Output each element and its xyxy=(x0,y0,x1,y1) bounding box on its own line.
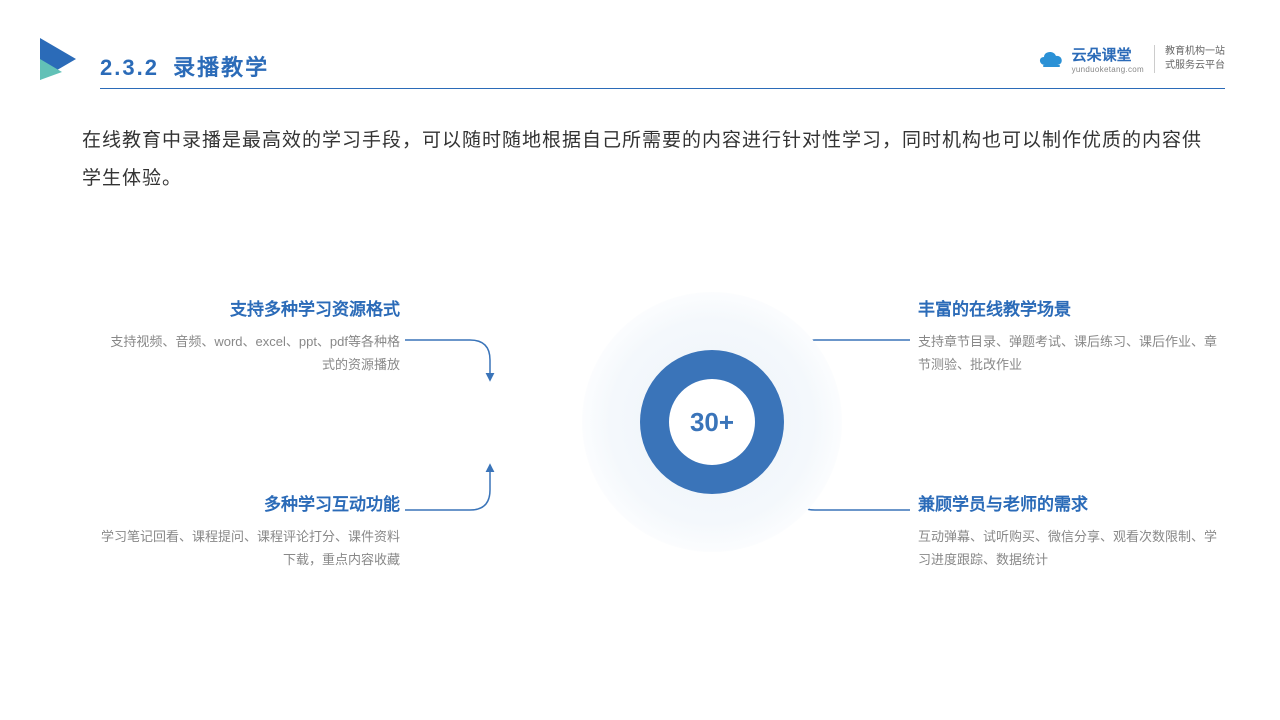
slide-header: 2.3.2 录播教学 云朵课堂 yunduoketang.com 教育机构一站 … xyxy=(0,30,1280,95)
feature-body: 支持章节目录、弹题考试、课后练习、课后作业、章节测验、批改作业 xyxy=(918,330,1218,377)
feature-bottom-left: 多种学习互动功能 学习笔记回看、课程提问、课程评论打分、课件资料下载，重点内容收… xyxy=(100,490,400,572)
feature-title: 丰富的在线教学场景 xyxy=(918,295,1218,320)
feature-body: 学习笔记回看、课程提问、课程评论打分、课件资料下载，重点内容收藏 xyxy=(100,525,400,572)
cloud-icon xyxy=(1036,47,1066,71)
feature-title: 支持多种学习资源格式 xyxy=(100,295,400,320)
feature-title: 兼顾学员与老师的需求 xyxy=(918,490,1218,515)
header-play-icon xyxy=(36,36,82,87)
section-title-text: 录播教学 xyxy=(173,55,269,80)
feature-bottom-right: 兼顾学员与老师的需求 互动弹幕、试听购买、微信分享、观看次数限制、学习进度跟踪、… xyxy=(918,490,1218,572)
feature-diagram: 30+ 支持多种学习资源格式 支持视频、音频、word、excel、ppt、pd… xyxy=(0,240,1280,660)
section-number: 2.3.2 xyxy=(100,55,159,80)
brand-tagline-line: 式服务云平台 xyxy=(1165,59,1225,73)
feature-body: 支持视频、音频、word、excel、ppt、pdf等各种格式的资源播放 xyxy=(100,330,400,377)
feature-top-right: 丰富的在线教学场景 支持章节目录、弹题考试、课后练习、课后作业、章节测验、批改作… xyxy=(918,295,1218,377)
feature-body: 互动弹幕、试听购买、微信分享、观看次数限制、学习进度跟踪、数据统计 xyxy=(918,525,1218,572)
brand-name: 云朵课堂 xyxy=(1072,44,1144,65)
brand-tagline-line: 教育机构一站 xyxy=(1165,45,1225,59)
feature-top-left: 支持多种学习资源格式 支持视频、音频、word、excel、ppt、pdf等各种… xyxy=(100,295,400,377)
brand-block: 云朵课堂 yunduoketang.com 教育机构一站 式服务云平台 xyxy=(1036,44,1225,74)
intro-paragraph: 在线教育中录播是最高效的学习手段，可以随时随地根据自己所需要的内容进行针对性学习… xyxy=(82,122,1210,198)
brand-tagline: 教育机构一站 式服务云平台 xyxy=(1154,45,1225,73)
section-title: 2.3.2 录播教学 xyxy=(100,50,269,82)
center-value: 30+ xyxy=(669,379,755,465)
feature-title: 多种学习互动功能 xyxy=(100,490,400,515)
brand-domain: yunduoketang.com xyxy=(1072,65,1144,74)
header-divider xyxy=(100,88,1225,89)
